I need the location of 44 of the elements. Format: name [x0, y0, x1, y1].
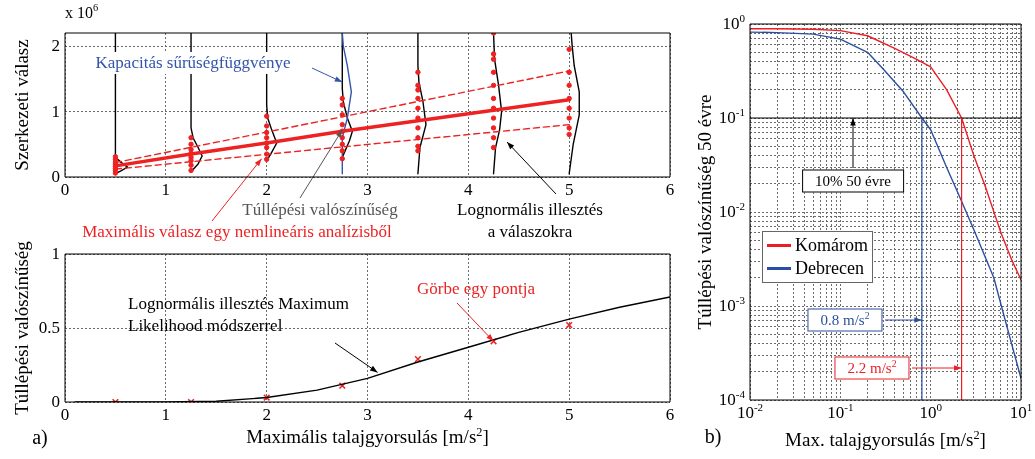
x-tick-label: 5	[564, 405, 574, 425]
x-tick-label: 5	[564, 180, 574, 200]
text: x 10$^{6}$	[65, 2, 99, 23]
text: b)	[704, 424, 722, 449]
x-tick-label: 1	[161, 405, 171, 425]
ref-line-label: 10% 50 évre	[802, 169, 904, 193]
ref-line-label: 2.2 m/s$^{2}$	[834, 356, 910, 380]
x-tick-label: 10$^{-2}$	[736, 401, 764, 423]
x-tick-label: 10$^{-1}$	[827, 401, 854, 423]
y-tick-label: 10$^{-3}$	[718, 294, 745, 316]
x-tick-label: 2	[262, 405, 271, 425]
x-tick-label: 4	[464, 405, 473, 425]
y-axis-title: Túllépési valószínűség 50 évre	[694, 94, 716, 330]
x-tick-label: 6	[665, 180, 675, 200]
x-tick-label: 10$^{0}$	[919, 401, 942, 423]
y-tick-label: 0.5	[38, 318, 60, 338]
y-axis-title: Szerkezeti válasz	[11, 39, 33, 171]
x-tick-label: 3	[363, 180, 372, 200]
x-axis-title: Max. talajgyorsulás [m/s$^{2}$]	[785, 427, 986, 451]
x-tick-label: 3	[363, 405, 372, 425]
y-axis-title: Túllépési valószínűség	[11, 241, 33, 415]
text: a)	[32, 425, 48, 450]
x-tick-label: 1	[161, 180, 171, 200]
text: Lognormális illesztés a válaszokra	[457, 198, 603, 243]
annotation: Kapacitás sűrűségfüggvénye	[95, 51, 291, 75]
annotation: Görbe egy pontja	[416, 277, 536, 300]
x-tick-label: 2	[262, 180, 271, 200]
x-axis-title: Maximális talajgyorsulás [m/s$^{2}$]	[246, 424, 489, 448]
annotation: Túllépési valószínűség	[242, 198, 398, 221]
y-tick-label: 1	[51, 244, 60, 264]
y-tick-label: 10$^{-1}$	[718, 106, 745, 128]
y-tick-label: 0	[51, 167, 60, 187]
y-tick-label: 1	[51, 101, 60, 122]
ref-line-label: 0.8 m/s$^{2}$	[807, 308, 883, 332]
y-tick-label: 10$^{-2}$	[718, 200, 745, 222]
legend-label: Debrecen	[795, 256, 864, 280]
legend-label: Komárom	[795, 233, 868, 257]
x-tick-label: 4	[464, 180, 473, 200]
annotation: Lognormális illesztés Maximum Likelihood módszerrel	[128, 292, 349, 337]
y-tick-label: 10$^{0}$	[722, 12, 745, 34]
y-tick-label: 2	[51, 36, 60, 57]
annotation: Maximális válasz egy nemlineáris analízisből	[82, 220, 392, 243]
x-tick-label: 10$^{1}$	[1009, 401, 1033, 423]
x-tick-label: 6	[665, 405, 675, 425]
